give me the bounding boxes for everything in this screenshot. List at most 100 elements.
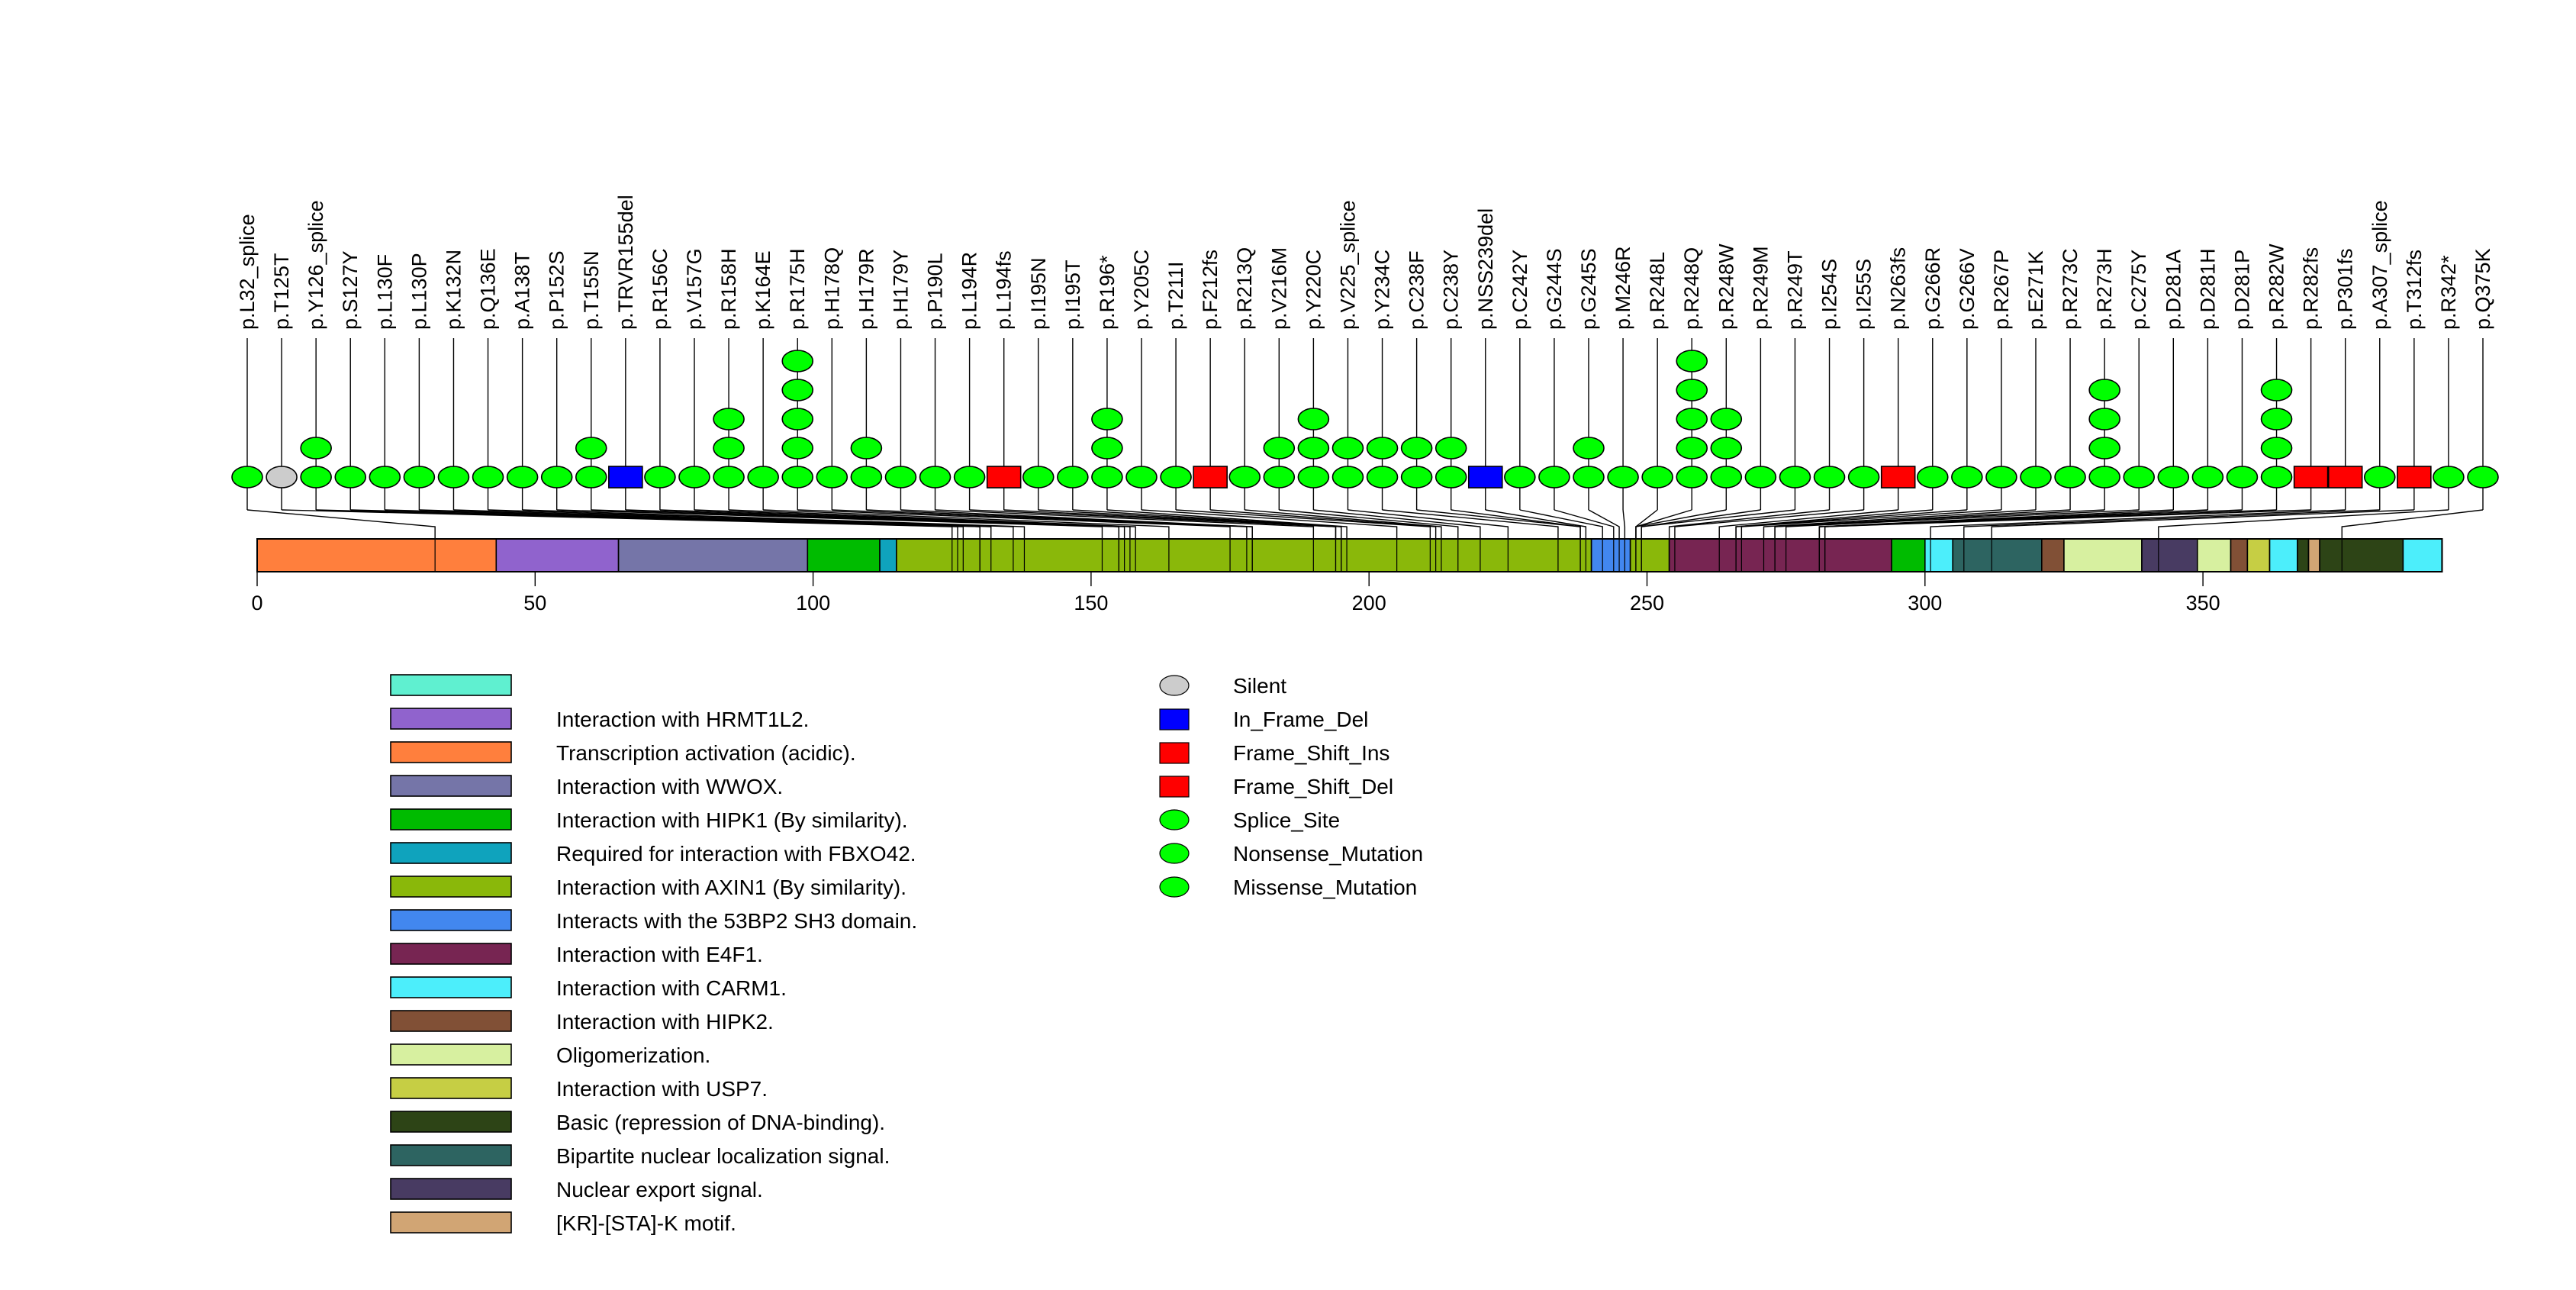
position-connector [1718, 509, 1898, 539]
mutation-marker-ellipse [231, 466, 263, 489]
mutation-marker-ellipse [1366, 466, 1399, 489]
domain-legend-swatch [390, 876, 512, 898]
domain-legend-swatch [390, 842, 512, 864]
position-connector [763, 509, 1170, 539]
domain-segment [2319, 538, 2404, 572]
mutation-label: p.L194fs [993, 250, 1016, 330]
domain-legend-label: Interaction with HIPK1 (By similarity). [556, 808, 908, 832]
domain-legend-swatch [390, 1077, 512, 1099]
mutation-label: p.R156C [649, 248, 671, 330]
protein-outline [256, 538, 2443, 572]
domain-segment [1952, 538, 2043, 572]
mutation-marker-ellipse [1538, 466, 1570, 489]
type-legend-label: Splice_Site [1233, 808, 1340, 832]
mutation-marker-ellipse [2191, 466, 2224, 489]
domain-segment [807, 538, 881, 572]
mutation-label: p.TRVR155del [614, 195, 637, 330]
domain-segment [879, 538, 897, 572]
domain-legend-label: Interaction with USP7. [556, 1077, 768, 1101]
mutation-marker-ellipse [266, 466, 298, 489]
mutation-marker-ellipse [575, 466, 607, 489]
x-tick-label: 250 [1630, 592, 1664, 614]
position-connector [1622, 509, 1626, 539]
mutation-label: p.R248L [1646, 252, 1669, 330]
mutation-marker-ellipse [919, 466, 952, 489]
mutation-marker-ellipse [2123, 466, 2156, 489]
domain-legend-swatch [390, 775, 512, 797]
mutation-marker-ellipse [1263, 466, 1296, 489]
mutation-marker-ellipse [1951, 466, 1983, 489]
position-connector [453, 509, 992, 539]
mutation-marker-ellipse [1263, 437, 1296, 460]
mutation-label: p.R267P [1990, 250, 2013, 330]
mutation-marker-ellipse [334, 466, 367, 489]
mutation-markers [231, 350, 2499, 489]
domain-segment [896, 538, 1592, 572]
mutation-marker-ellipse [1504, 466, 1536, 489]
type-legend-swatch [1159, 708, 1190, 730]
mutation-marker-ellipse [644, 466, 676, 489]
mutation-marker-ellipse [1331, 437, 1364, 460]
mutation-label: p.R342* [2437, 255, 2460, 330]
mutation-label: p.R282W [2265, 243, 2288, 330]
mutation-label: p.V216M [1267, 247, 1290, 330]
position-connector [1279, 509, 1459, 539]
position-connector [935, 509, 1315, 539]
mutation-marker-ellipse [1435, 437, 1467, 460]
domain-legend-swatch [390, 1111, 512, 1133]
mutation-label: p.A307_splice [2368, 200, 2391, 330]
x-tick-label: 300 [1908, 592, 1942, 614]
domain-legend-label: Oligomerization. [556, 1043, 710, 1067]
domain-segment [1891, 538, 1926, 572]
position-connector [1674, 509, 1864, 539]
mutation-marker-ellipse [300, 466, 332, 489]
mutation-marker-ellipse [2088, 379, 2120, 402]
mutation-marker-ellipse [747, 466, 779, 489]
mutation-label: p.L130P [407, 253, 430, 330]
position-connector [1485, 509, 1587, 539]
mutation-marker-ellipse [678, 466, 710, 489]
mutation-label: p.R213Q [1233, 247, 1256, 330]
position-connector [1818, 509, 2243, 539]
mutation-label: p.R249M [1749, 246, 1772, 330]
mutation-label: p.K132N [442, 250, 465, 330]
domain-segment [2297, 538, 2310, 572]
mutation-label: p.NSS239del [1474, 208, 1497, 330]
mutation-label: p.Y220C [1302, 250, 1325, 330]
mutation-label: p.Y234C [1371, 250, 1394, 330]
position-connector [1785, 509, 2140, 539]
mutation-marker-ellipse [1297, 466, 1330, 489]
mutation-marker-ellipse [2088, 408, 2120, 431]
mutation-label: p.P152S [546, 250, 568, 330]
mutation-label: p.R158H [717, 248, 740, 330]
mutation-label: p.T155N [580, 250, 603, 330]
mutation-marker-ellipse [2260, 466, 2293, 489]
mutation-marker-ellipse [2157, 466, 2190, 489]
domain-legend-label: Interaction with AXIN1 (By similarity). [556, 876, 906, 899]
x-tick-label: 200 [1352, 592, 1386, 614]
mutation-marker-ellipse [781, 466, 814, 489]
domain-legend-swatch [390, 1178, 512, 1200]
mutation-marker-rect [2327, 466, 2363, 489]
mutation-marker-ellipse [1607, 466, 1639, 489]
position-connector [1313, 509, 1481, 539]
domain-legend-label: Interaction with E4F1. [556, 943, 763, 966]
mutation-label: p.G244S [1543, 248, 1566, 330]
mutation-marker-ellipse [1813, 466, 1846, 489]
position-connector [1735, 509, 1967, 539]
mutation-label: p.R282fs [2300, 247, 2323, 330]
mutation-label: p.T125T [270, 253, 293, 330]
mutation-label: p.I254S [1818, 259, 1841, 330]
position-connector [2341, 509, 2484, 539]
mutation-marker-ellipse [1847, 466, 1880, 489]
mutation-marker-rect [2293, 466, 2329, 489]
mutation-marker-ellipse [506, 466, 539, 489]
position-connector [1554, 509, 1615, 539]
domain-legend: Interaction with HRMT1L2. Transcription a… [390, 674, 917, 1235]
mutation-marker-ellipse [1916, 466, 1949, 489]
mutation-marker-ellipse [953, 466, 986, 489]
mutation-marker-ellipse [1091, 408, 1123, 431]
type-legend-label: Silent [1233, 674, 1286, 698]
mutation-marker-ellipse [1228, 466, 1261, 489]
mutation-marker-ellipse [2226, 466, 2259, 489]
